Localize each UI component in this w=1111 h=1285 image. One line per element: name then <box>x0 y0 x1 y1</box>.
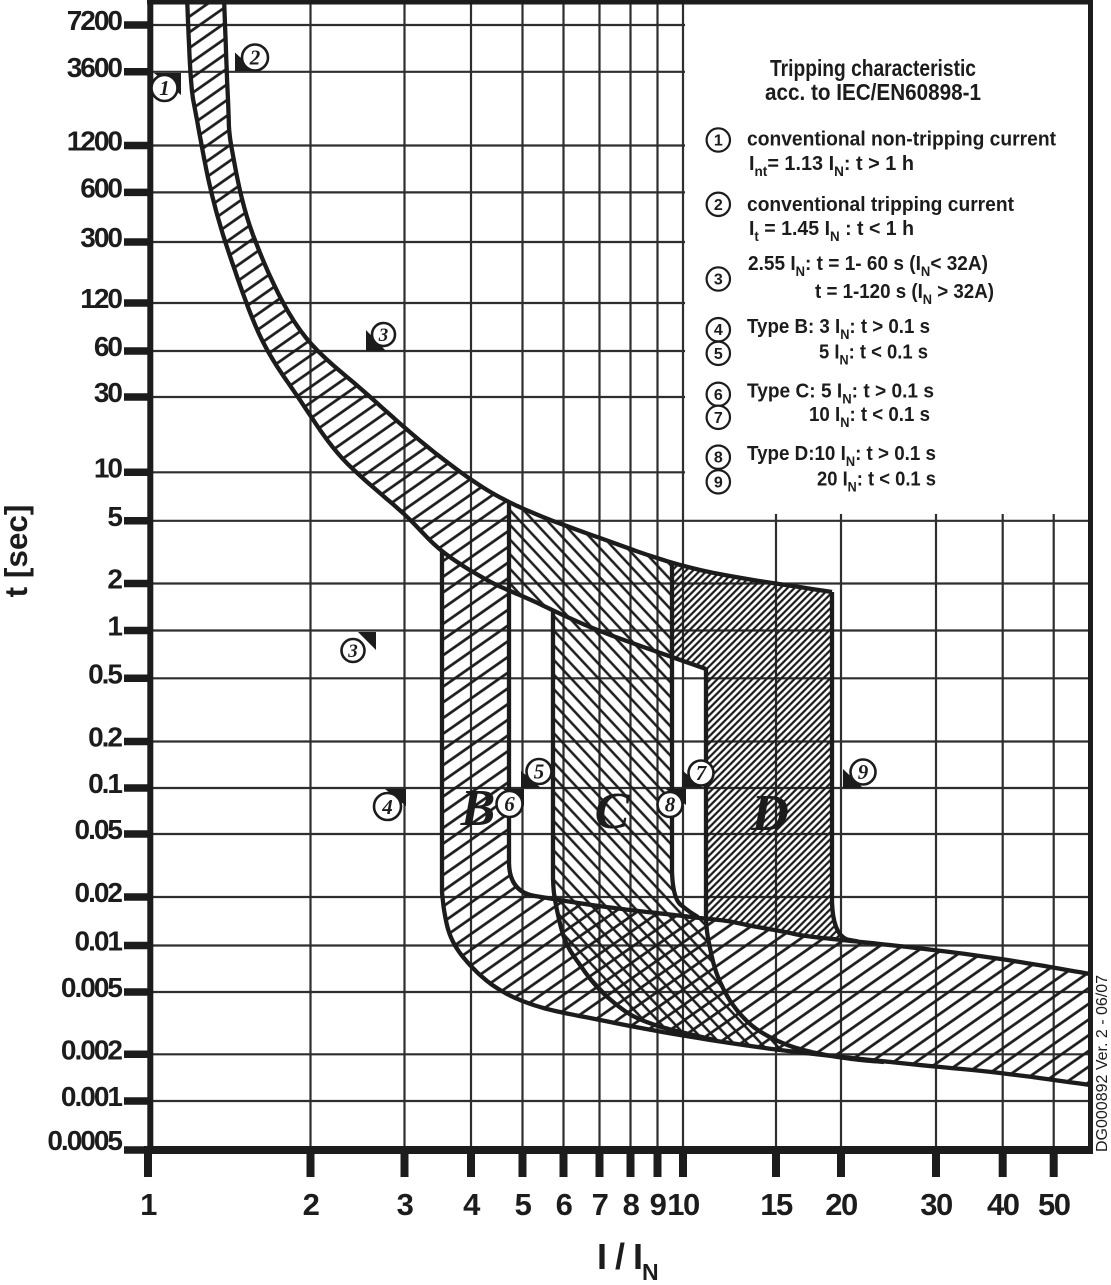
svg-text:1200: 1200 <box>67 126 123 157</box>
svg-text:50: 50 <box>1038 1187 1070 1222</box>
svg-text:6: 6 <box>556 1187 573 1222</box>
svg-text:Type B: 3 IN: t > 0.1 s: Type B: 3 IN: t > 0.1 s <box>747 315 930 342</box>
svg-text:10: 10 <box>94 452 123 483</box>
svg-text:2.55 IN: t = 1- 60 s (IN< 32A): 2.55 IN: t = 1- 60 s (IN< 32A) <box>748 252 988 279</box>
svg-text:8: 8 <box>714 450 723 467</box>
svg-text:30: 30 <box>94 377 123 408</box>
svg-text:6: 6 <box>504 792 515 816</box>
svg-text:40: 40 <box>987 1187 1019 1222</box>
svg-text:0.01: 0.01 <box>75 926 123 957</box>
svg-text:4: 4 <box>463 1187 481 1222</box>
svg-text:3: 3 <box>378 325 389 346</box>
svg-text:2: 2 <box>303 1187 319 1222</box>
svg-text:6: 6 <box>714 387 723 404</box>
svg-text:15: 15 <box>760 1187 793 1222</box>
svg-text:acc. to IEC/EN60898-1: acc. to IEC/EN60898-1 <box>765 79 981 105</box>
svg-text:0.0005: 0.0005 <box>47 1125 122 1156</box>
svg-text:1: 1 <box>159 76 170 100</box>
svg-text:1: 1 <box>107 611 122 642</box>
svg-text:5: 5 <box>515 1187 532 1222</box>
svg-text:20 IN: t < 0.1 s: 20 IN: t < 0.1 s <box>817 468 936 495</box>
svg-text:30: 30 <box>920 1187 952 1222</box>
svg-text:9: 9 <box>650 1187 667 1222</box>
svg-text:7: 7 <box>696 761 708 785</box>
svg-text:7: 7 <box>714 410 723 427</box>
svg-text:Tripping characteristic: Tripping characteristic <box>770 55 976 81</box>
svg-text:D: D <box>750 785 789 842</box>
svg-text:5: 5 <box>534 759 545 783</box>
svg-text:9: 9 <box>714 474 723 491</box>
svg-text:DG000892 Ver. 2 - 06/07: DG000892 Ver. 2 - 06/07 <box>1094 975 1111 1152</box>
svg-text:8: 8 <box>623 1187 640 1222</box>
svg-text:3: 3 <box>347 641 358 662</box>
svg-text:20: 20 <box>825 1187 857 1222</box>
svg-text:3: 3 <box>714 272 723 289</box>
svg-text:7: 7 <box>592 1187 608 1222</box>
svg-text:8: 8 <box>665 792 676 816</box>
svg-text:t [sec]: t [sec] <box>0 505 34 598</box>
svg-text:2: 2 <box>107 564 122 595</box>
svg-text:0.5: 0.5 <box>88 658 122 689</box>
svg-text:B: B <box>460 780 496 837</box>
svg-text:0.001: 0.001 <box>61 1081 122 1112</box>
svg-text:10: 10 <box>667 1187 699 1222</box>
svg-text:0.02: 0.02 <box>75 877 123 908</box>
svg-text:10 IN: t < 0.1 s: 10 IN: t < 0.1 s <box>809 403 930 430</box>
svg-text:Type C: 5 IN: t > 0.1 s: Type C: 5 IN: t > 0.1 s <box>747 380 934 407</box>
svg-text:0.05: 0.05 <box>75 814 123 845</box>
svg-text:2: 2 <box>249 46 261 70</box>
svg-text:conventional non-tripping curr: conventional non-tripping current <box>747 128 1056 151</box>
svg-text:1: 1 <box>714 133 723 150</box>
svg-text:3600: 3600 <box>67 52 123 83</box>
svg-text:Type D:10 IN: t > 0.1 s: Type D:10 IN: t > 0.1 s <box>747 442 936 469</box>
svg-text:t = 1-120 s (IN > 32A): t = 1-120 s (IN > 32A) <box>815 280 994 307</box>
svg-text:9: 9 <box>858 760 869 784</box>
svg-text:0.005: 0.005 <box>61 972 122 1003</box>
svg-text:0.2: 0.2 <box>88 722 122 753</box>
svg-text:0.002: 0.002 <box>61 1034 122 1065</box>
svg-text:Int= 1.13 IN: t > 1 h: Int= 1.13 IN: t > 1 h <box>749 152 914 179</box>
svg-text:conventional tripping current: conventional tripping current <box>747 193 1014 216</box>
svg-text:3: 3 <box>397 1187 414 1222</box>
svg-text:2: 2 <box>714 197 723 214</box>
svg-text:C: C <box>595 783 631 840</box>
svg-text:60: 60 <box>94 331 123 362</box>
svg-text:5 IN: t < 0.1 s: 5 IN: t < 0.1 s <box>819 341 928 368</box>
svg-text:0.1: 0.1 <box>88 768 122 799</box>
svg-text:300: 300 <box>80 222 122 253</box>
svg-text:120: 120 <box>80 283 122 314</box>
svg-text:5: 5 <box>714 346 723 363</box>
svg-text:1: 1 <box>140 1187 157 1222</box>
svg-text:5: 5 <box>107 501 122 532</box>
svg-text:600: 600 <box>80 172 122 203</box>
svg-text:4: 4 <box>714 322 723 339</box>
svg-text:7200: 7200 <box>67 5 123 36</box>
svg-text:4: 4 <box>381 795 393 819</box>
